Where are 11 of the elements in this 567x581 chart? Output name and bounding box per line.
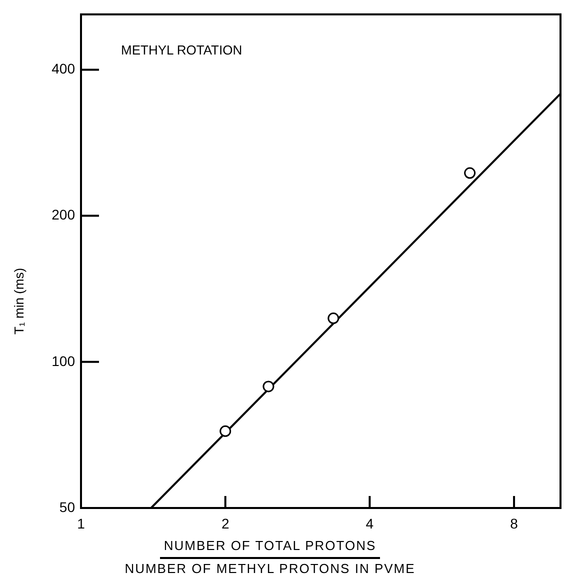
x-tick-label: 8: [510, 515, 518, 532]
x-tick-label: 1: [77, 515, 86, 532]
y-tick-label: 50: [59, 498, 76, 515]
y-tick-label: 400: [52, 60, 76, 77]
y-tick-label: 100: [52, 352, 76, 369]
x-tick-label: 2: [221, 515, 230, 532]
y-axis-title: T₁ min (ms): [12, 268, 27, 334]
y-tick-label: 200: [52, 206, 76, 223]
annotation: METHYL ROTATION: [121, 42, 242, 58]
x-tick-label: 4: [366, 515, 374, 532]
x-axis-title: NUMBER OF TOTAL PROTONS NUMBER OF METHYL PROTONS IN PVME: [124, 537, 416, 576]
